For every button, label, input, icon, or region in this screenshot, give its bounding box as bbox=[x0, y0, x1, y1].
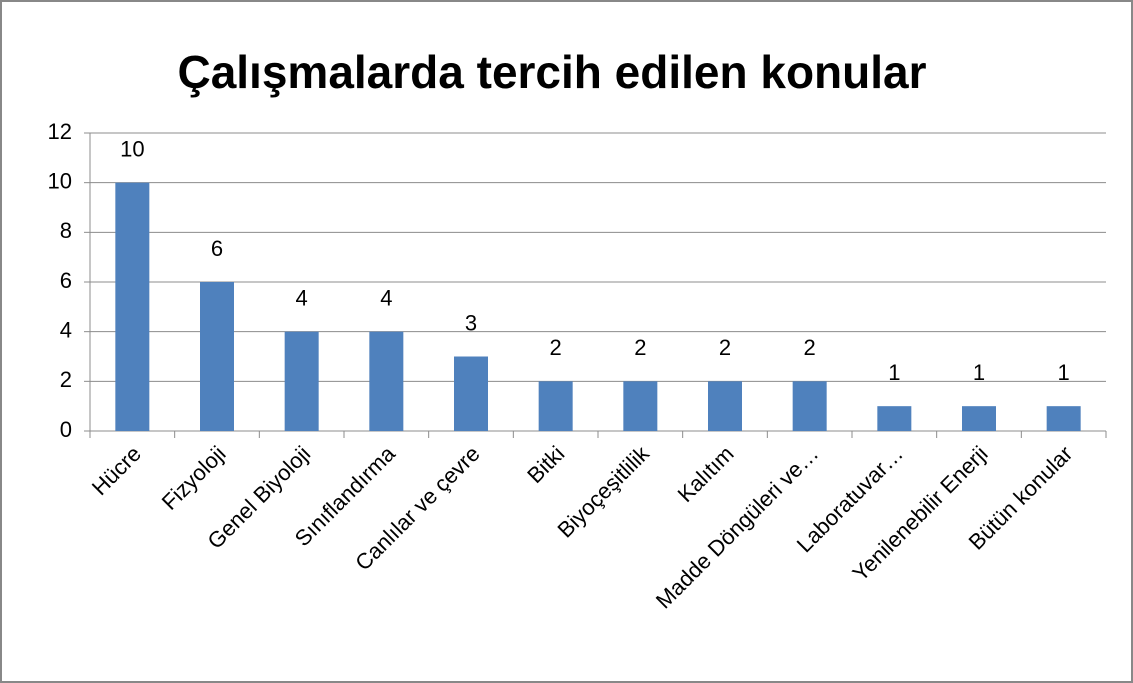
bar bbox=[538, 381, 573, 431]
y-tick-label: 10 bbox=[48, 168, 72, 193]
bar bbox=[708, 381, 742, 431]
bar bbox=[877, 406, 912, 431]
bar bbox=[623, 381, 658, 431]
data-label: 2 bbox=[550, 335, 562, 360]
data-label: 4 bbox=[380, 285, 392, 310]
bar bbox=[962, 406, 996, 431]
bar bbox=[115, 182, 150, 431]
y-tick-label: 12 bbox=[48, 119, 72, 144]
y-tick-label: 4 bbox=[60, 317, 72, 342]
bar bbox=[454, 356, 488, 431]
bar bbox=[1046, 406, 1081, 431]
bar bbox=[284, 331, 319, 431]
data-label: 1 bbox=[888, 360, 900, 385]
data-label: 6 bbox=[211, 236, 223, 261]
chart-title: Çalışmalarda tercih edilen konular bbox=[177, 46, 926, 98]
data-label: 2 bbox=[719, 335, 731, 360]
data-label: 1 bbox=[1058, 360, 1070, 385]
y-tick-label: 8 bbox=[60, 218, 72, 243]
data-label: 3 bbox=[465, 310, 477, 335]
data-label: 2 bbox=[804, 335, 816, 360]
data-label: 2 bbox=[634, 335, 646, 360]
bar bbox=[200, 282, 234, 431]
bar bbox=[369, 331, 404, 431]
y-tick-label: 0 bbox=[60, 417, 72, 442]
y-tick-label: 2 bbox=[60, 367, 72, 392]
data-label: 10 bbox=[120, 136, 144, 161]
data-label: 4 bbox=[296, 285, 308, 310]
bar bbox=[792, 381, 827, 431]
y-tick-label: 6 bbox=[60, 268, 72, 293]
data-label: 1 bbox=[973, 360, 985, 385]
